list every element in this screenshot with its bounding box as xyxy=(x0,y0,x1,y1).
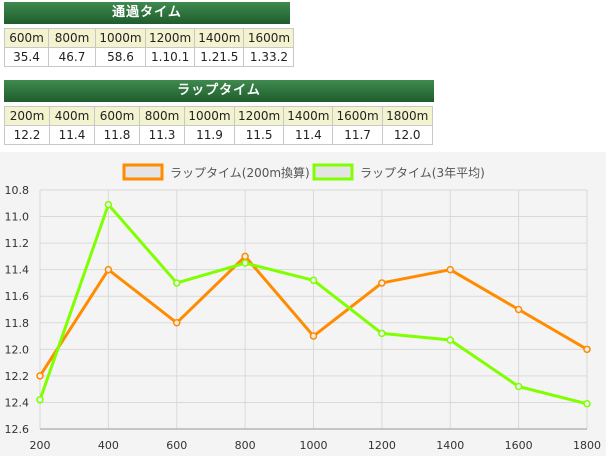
series-2-point xyxy=(378,329,386,338)
legend-swatch-1 xyxy=(122,163,164,181)
series-1-point xyxy=(173,319,181,327)
lap-distance-cell: 200m xyxy=(4,106,50,126)
series-2-point xyxy=(36,396,44,404)
lap-time-cell: 12.2 xyxy=(4,125,50,145)
series-2-point xyxy=(514,382,523,391)
passing-time-header-row: 600m 800m 1000m 1200m 1400m 1600m xyxy=(4,28,295,48)
y-tick-label: 12.4 xyxy=(5,396,30,409)
x-tick-label: 1600 xyxy=(505,439,533,452)
x-tick-label: 1800 xyxy=(573,439,601,452)
series-1-point xyxy=(514,305,523,314)
passing-time-value-row: 35.4 46.7 58.6 1.10.1 1.21.5 1.33.2 xyxy=(4,47,295,67)
legend-label-2: ラップタイム(3年平均) xyxy=(360,166,485,180)
legend-swatch-2 xyxy=(312,163,354,181)
lap-distance-cell: 1800m xyxy=(381,106,433,126)
x-tick-label: 1000 xyxy=(300,439,328,452)
series-2-point xyxy=(104,200,113,209)
y-tick-label: 11.0 xyxy=(5,211,30,224)
lap-distance-cell: 800m xyxy=(139,106,185,126)
lap-time-cell: 11.5 xyxy=(233,125,285,145)
y-tick-label: 12.2 xyxy=(5,370,30,383)
x-tick-label: 200 xyxy=(30,439,51,452)
lap-time-cell: 12.0 xyxy=(381,125,433,145)
lap-time-cell: 11.8 xyxy=(94,125,140,145)
y-tick-label: 11.2 xyxy=(5,237,30,250)
series-2-point xyxy=(309,276,318,285)
passing-time-header: 通過タイム xyxy=(4,2,290,24)
passing-distance-cell: 1000m xyxy=(95,28,146,48)
passing-time-cell: 1.10.1 xyxy=(144,47,196,67)
lap-distance-cell: 400m xyxy=(49,106,95,126)
lap-time-header-row: 200m 400m 600m 800m 1000m 1200m 1400m 1600m 1800… xyxy=(4,106,433,126)
series-1-point xyxy=(241,252,249,261)
lap-time-title: ラップタイム xyxy=(177,83,261,98)
passing-time-cell: 46.7 xyxy=(48,47,96,67)
x-tick-label: 1400 xyxy=(436,439,464,452)
y-tick-label: 12.6 xyxy=(5,423,30,436)
series-1-point xyxy=(104,265,113,274)
series-1-point xyxy=(36,372,44,380)
passing-time-cell: 58.6 xyxy=(95,47,146,67)
passing-time-cell: 35.4 xyxy=(4,47,49,67)
lap-time-cell: 11.4 xyxy=(49,125,95,145)
x-tick-label: 1200 xyxy=(368,439,396,452)
legend-label-1: ラップタイム(200m換算) xyxy=(170,165,310,180)
y-tick-label: 12.0 xyxy=(5,343,30,356)
lap-time-header: ラップタイム xyxy=(4,80,434,102)
y-tick-label: 11.4 xyxy=(5,264,30,277)
series-1-point xyxy=(446,265,454,274)
x-tick-label: 800 xyxy=(235,439,256,452)
passing-time-cell: 1.33.2 xyxy=(243,47,295,67)
passing-distance-cell: 800m xyxy=(48,28,96,48)
lap-time-cell: 11.4 xyxy=(283,125,334,145)
lap-time-chart: 10.8 11.0 11.2 11.4 11.6 11.8 12.0 12.2 12.4 12.6… xyxy=(0,152,606,456)
passing-time-title: 通過タイム xyxy=(112,5,182,20)
series-2-point xyxy=(446,336,454,344)
series-2-point xyxy=(241,259,249,267)
passing-time-cell: 1.21.5 xyxy=(194,47,245,67)
x-tick-label: 400 xyxy=(98,439,119,452)
lap-time-cell: 11.3 xyxy=(139,125,185,145)
lap-distance-cell: 1200m xyxy=(233,106,285,126)
passing-distance-cell: 1600m xyxy=(243,28,295,48)
lap-distance-cell: 1400m xyxy=(283,106,334,126)
series-2-point xyxy=(583,400,591,408)
passing-distance-cell: 1400m xyxy=(194,28,245,48)
y-tick-label: 11.6 xyxy=(5,290,30,303)
lap-time-cell: 11.7 xyxy=(332,125,383,145)
y-tick-label: 11.8 xyxy=(5,317,30,330)
passing-time-table: 600m 800m 1000m 1200m 1400m 1600m 35.4 46.7 58.… xyxy=(4,28,295,67)
lap-distance-cell: 1000m xyxy=(184,106,235,126)
series-1-point xyxy=(583,345,591,354)
y-tick-label: 10.8 xyxy=(5,184,30,197)
lap-time-value-row: 12.2 11.4 11.8 11.3 11.9 11.5 11.4 11.7 12.0 xyxy=(4,125,433,145)
series-2-point xyxy=(173,279,181,287)
lap-time-table: 200m 400m 600m 800m 1000m 1200m 1400m 1600m 1800… xyxy=(4,106,433,145)
lap-distance-cell: 1600m xyxy=(332,106,383,126)
series-1-point xyxy=(378,279,386,287)
passing-distance-cell: 600m xyxy=(4,28,49,48)
chart-background xyxy=(0,152,606,456)
lap-time-cell: 11.9 xyxy=(184,125,235,145)
x-tick-label: 600 xyxy=(166,439,187,452)
chart-svg: 10.8 11.0 11.2 11.4 11.6 11.8 12.0 12.2 12.4 12.6… xyxy=(0,152,606,456)
passing-distance-cell: 1200m xyxy=(144,28,196,48)
series-1-point xyxy=(309,332,318,340)
lap-distance-cell: 600m xyxy=(94,106,140,126)
